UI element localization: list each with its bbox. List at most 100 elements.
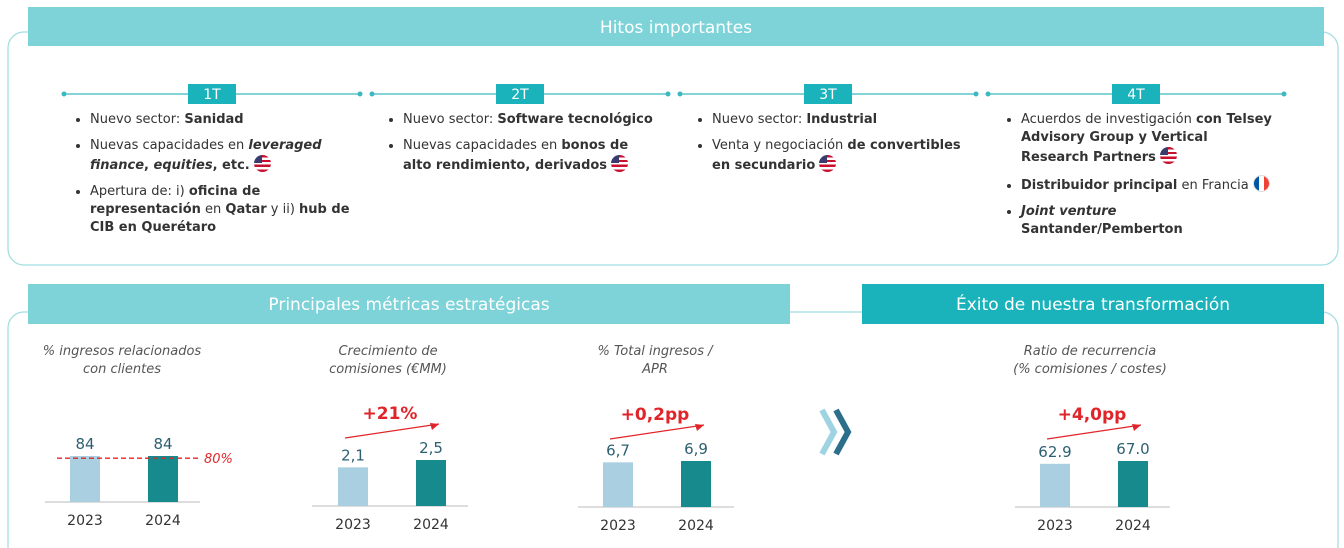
milestone-item: Apertura de: i) oficina de representació…: [90, 183, 362, 237]
milestone-text: Apertura de: i): [90, 184, 189, 199]
growth-annotation: +0,2pp: [621, 405, 690, 425]
milestone-text: equities: [153, 158, 213, 173]
milestone-text: Nuevo sector:: [403, 112, 498, 127]
growth-arrow: [344, 423, 440, 439]
growth-arrow: [609, 424, 705, 440]
chevron: [833, 408, 852, 456]
milestone-text: Qatar: [225, 202, 267, 217]
milestone-item: Nuevo sector: Software tecnológico: [403, 111, 657, 129]
category-label: 2023: [600, 518, 636, 534]
timeline-dot: [677, 91, 683, 97]
growth-arrowhead: [1132, 424, 1141, 431]
milestone-text: Sanidad: [184, 112, 244, 127]
milestone-list: Nuevo sector: Sanidad Nuevas capacidades …: [72, 111, 362, 237]
growth-arrowhead: [430, 423, 439, 430]
category-label: 2024: [413, 517, 449, 533]
transformation-title: Éxito de nuestra transformación: [956, 293, 1230, 315]
quarter-label: 4T: [1127, 87, 1145, 103]
milestone-column: Acuerdos de investigación con Telsey Adv…: [1003, 111, 1275, 247]
chart-title: Ratio de recurrencia: [1024, 344, 1157, 359]
bar: [603, 462, 633, 507]
milestone-item: Joint venture Santander/Pemberton: [1021, 203, 1275, 239]
chart-title: comisiones (€MM): [329, 362, 447, 377]
transformation-header: [862, 284, 1324, 324]
metrics-title: Principales métricas estratégicas: [268, 295, 549, 315]
category-label: 2023: [335, 517, 371, 533]
value-label: 2,5: [419, 439, 443, 457]
milestone-item: Nuevo sector: Sanidad: [90, 111, 362, 129]
milestone-item: Nuevo sector: Industrial: [712, 111, 966, 129]
bar: [1118, 461, 1148, 507]
timeline-dot: [61, 91, 67, 97]
growth-arrowhead: [695, 424, 704, 431]
quarter-label: 3T: [819, 87, 837, 103]
bar: [1040, 463, 1070, 507]
category-label: 2024: [678, 518, 714, 534]
category-label: 2023: [1037, 518, 1073, 534]
timeline-dot: [369, 91, 375, 97]
value-label: 84: [153, 435, 172, 453]
milestone-list: Nuevo sector: Industrial Venta y negociac…: [694, 111, 966, 175]
flag-icon: [819, 155, 837, 172]
chart-title: Crecimiento de: [338, 344, 437, 359]
milestone-text: Software tecnológico: [497, 112, 653, 127]
flag-icon: [253, 155, 271, 172]
milestone-text: Nuevo sector:: [90, 112, 185, 127]
metrics-header: [28, 284, 790, 324]
quarter-label: 2T: [511, 87, 529, 103]
value-label: 67.0: [1116, 440, 1149, 458]
milestone-text: de convertibles en secundario: [712, 138, 961, 173]
reference-label: 80%: [204, 452, 233, 467]
milestone-text: Venta y negociación: [712, 138, 848, 153]
value-label: 2,1: [341, 446, 365, 464]
milestone-text: leveraged finance: [90, 138, 322, 173]
milestone-item: Nuevas capacidades en leveraged finance,…: [90, 137, 362, 175]
category-label: 2024: [1115, 518, 1151, 534]
category-label: 2023: [67, 513, 103, 529]
milestone-text: Nuevo sector:: [712, 112, 807, 127]
milestone-text: en Francia: [1177, 178, 1249, 193]
milestone-column: Nuevo sector: Sanidad Nuevas capacidades …: [72, 111, 362, 245]
timeline-dot: [357, 91, 363, 97]
milestone-text: Nuevas capacidades en: [403, 138, 562, 153]
milestone-text: hub de CIB en Querétaro: [90, 202, 350, 235]
bar: [338, 467, 368, 506]
milestone-text: y ii): [266, 202, 300, 217]
growth-arrow: [1046, 424, 1142, 440]
bar: [70, 456, 100, 502]
milestones-header: [28, 7, 1324, 46]
quarter-badge: [804, 84, 852, 104]
milestone-item: Nuevas capacidades en bonos de alto rend…: [403, 137, 657, 175]
bar: [416, 460, 446, 506]
value-label: 84: [75, 435, 94, 453]
flag-icon: [611, 155, 629, 172]
chevron: [819, 408, 838, 456]
milestone-column: Nuevo sector: Industrial Venta y negociac…: [694, 111, 966, 183]
quarter-badge: [188, 84, 236, 104]
milestone-item: Distribuidor principal en Francia: [1021, 175, 1275, 195]
milestone-text: Distribuidor principal: [1021, 178, 1178, 193]
milestone-item: Acuerdos de investigación con Telsey Adv…: [1021, 111, 1275, 167]
milestone-item: Venta y negociación de convertibles en s…: [712, 137, 966, 175]
milestone-text: en: [200, 202, 226, 217]
milestone-list: Acuerdos de investigación con Telsey Adv…: [1003, 111, 1275, 239]
growth-annotation: +21%: [363, 404, 418, 424]
milestone-text: , etc.: [212, 158, 250, 173]
timeline-dot: [665, 91, 671, 97]
milestone-text: con Telsey Advisory Group y Vertical Res…: [1021, 112, 1272, 165]
value-label: 62.9: [1038, 443, 1071, 461]
quarter-badge: [496, 84, 544, 104]
milestone-text: Industrial: [806, 112, 878, 127]
milestone-text: Joint venture: [1021, 204, 1117, 219]
milestone-text: Nuevas capacidades en: [90, 138, 249, 153]
quarter-label: 1T: [203, 87, 221, 103]
milestones-title: Hitos importantes: [600, 18, 752, 38]
value-label: 6,9: [684, 440, 708, 458]
milestone-text: Acuerdos de investigación: [1021, 112, 1196, 127]
milestone-list: Nuevo sector: Software tecnológico Nuevas…: [385, 111, 657, 175]
growth-annotation: +4,0pp: [1058, 405, 1127, 425]
chart-title: con clientes: [83, 362, 161, 377]
bar: [148, 456, 178, 502]
